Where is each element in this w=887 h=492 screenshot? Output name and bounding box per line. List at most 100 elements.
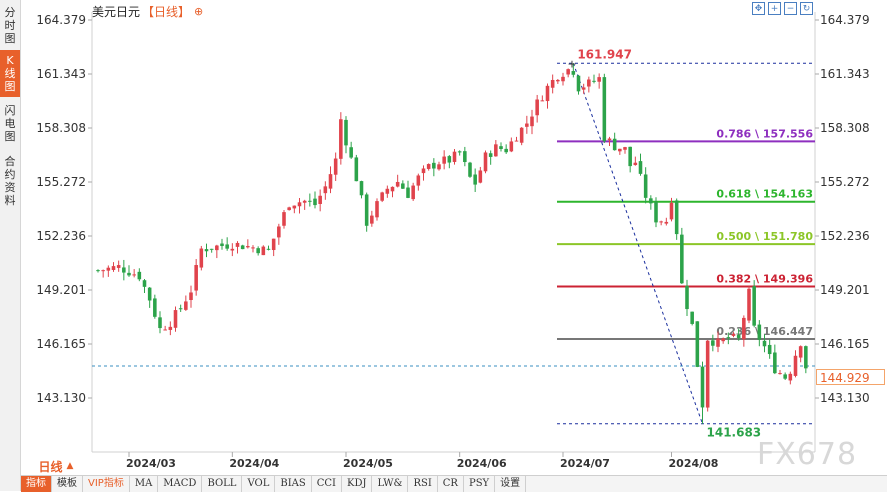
candle-body <box>602 77 607 142</box>
tab-flash-chart[interactable]: 闪电图 <box>0 100 20 147</box>
candle-body <box>545 85 550 102</box>
candle-body <box>401 183 405 189</box>
candle-body <box>240 245 245 250</box>
indicator-bar: 指标 模板 VIP指标 MA MACD BOLL VOL BIAS CCI KDJ LW& RSI CR… <box>21 475 887 492</box>
indicator-button-1[interactable]: 模板 <box>52 476 83 492</box>
candle-body <box>432 162 436 169</box>
y-tick-label-right: 146.165 <box>820 337 870 351</box>
indicator-button-13[interactable]: PSY <box>464 476 496 492</box>
candle-body <box>721 338 725 342</box>
candle-body <box>328 174 333 189</box>
candle-body <box>607 138 612 141</box>
candle-body <box>685 285 689 310</box>
candle-body <box>447 156 452 163</box>
candle-body <box>364 194 369 226</box>
candle-body <box>370 215 374 224</box>
candle-body <box>116 265 121 268</box>
candles <box>96 63 808 424</box>
y-tick-label-right: 149.201 <box>820 283 870 297</box>
candle-body <box>550 79 555 88</box>
indicator-button-2[interactable]: VIP指标 <box>83 476 130 492</box>
candle-body <box>158 317 162 329</box>
candle-body <box>153 298 157 317</box>
candle-body <box>463 151 467 163</box>
candle-body <box>421 168 426 174</box>
candle-body <box>592 80 596 82</box>
candle-body <box>127 272 131 276</box>
candle-body <box>142 280 147 287</box>
tab-time-chart[interactable]: 分时图 <box>0 2 20 49</box>
chart-grid <box>91 12 816 453</box>
candle-body <box>716 338 720 347</box>
refresh-icon[interactable]: ↻ <box>800 2 813 15</box>
candle-body <box>504 148 508 153</box>
candle-body <box>747 288 751 321</box>
candlestick-chart[interactable]: 164.379 161.343 158.308 155.272 152.236 149.2… <box>0 0 887 475</box>
candle-body <box>230 248 235 251</box>
fib-level-label: 0.786 \ 157.556 <box>716 127 813 140</box>
candle-body <box>354 157 359 182</box>
candle-body <box>535 99 539 116</box>
indicator-button-3[interactable]: MA <box>130 476 159 492</box>
x-tick-label: 2024/07 <box>560 457 610 470</box>
y-tick-label-left: 158.308 <box>36 121 86 135</box>
candle-body <box>519 127 524 143</box>
candle-body <box>457 151 462 153</box>
candle-body <box>96 270 100 272</box>
candle-body <box>380 192 384 201</box>
indicator-button-9[interactable]: KDJ <box>342 476 373 492</box>
indicator-button-11[interactable]: RSI <box>408 476 438 492</box>
candle-body <box>597 77 601 82</box>
candle-body <box>385 188 390 194</box>
indicator-button-8[interactable]: CCI <box>312 476 342 492</box>
tab-contract-info[interactable]: 合约资料 <box>0 150 20 212</box>
candle-body <box>256 248 260 254</box>
candle-body <box>122 267 126 273</box>
indicator-button-6[interactable]: VOL <box>242 476 276 492</box>
candle-body <box>163 329 167 331</box>
candle-body <box>669 202 674 220</box>
candle-body <box>111 266 116 270</box>
settings-icon[interactable]: ⊕ <box>194 5 204 18</box>
candle-body <box>773 352 777 374</box>
candle-body <box>566 69 570 75</box>
candle-body <box>494 144 498 157</box>
indicator-button-0[interactable]: 指标 <box>21 476 52 492</box>
fibonacci-levels: 0.786 \ 157.556 0.618 \ 154.163 0.500 \ 15… <box>92 62 815 425</box>
candle-body <box>783 374 787 379</box>
low-marker-label: 141.683 <box>707 426 762 440</box>
y-axis-right: 164.379 161.343 158.308 155.272 152.236 149.2… <box>815 13 870 405</box>
candle-body <box>509 141 514 152</box>
candle-body <box>757 324 762 340</box>
chevron-up-icon: ▲ <box>66 461 74 471</box>
indicator-button-10[interactable]: LW& <box>372 476 409 492</box>
move-icon[interactable]: ✥ <box>752 2 765 15</box>
candle-body <box>762 340 767 347</box>
candle-body <box>204 249 209 252</box>
indicator-button-14[interactable]: 设置 <box>495 476 527 492</box>
y-tick-label-left: 146.165 <box>36 337 86 351</box>
candle-body <box>323 186 328 194</box>
period-selector[interactable]: 日线 ▲ <box>21 457 91 475</box>
tab-k-line-chart[interactable]: K线图 <box>0 50 20 97</box>
y-tick-label-left: 161.343 <box>36 67 86 81</box>
zoom-in-icon[interactable]: + <box>768 2 781 15</box>
candle-body <box>199 248 204 268</box>
zoom-out-icon[interactable]: − <box>784 2 797 15</box>
candle-body <box>168 326 173 330</box>
candle-body <box>349 147 353 158</box>
indicator-button-5[interactable]: BOLL <box>202 476 243 492</box>
candle-body <box>215 245 219 251</box>
candle-body <box>189 292 193 301</box>
indicator-button-7[interactable]: BIAS <box>275 476 312 492</box>
candle-body <box>282 212 286 226</box>
symbol-name: 美元日元 <box>92 5 141 19</box>
indicator-button-12[interactable]: CR <box>438 476 464 492</box>
indicator-button-4[interactable]: MACD <box>158 476 203 492</box>
candle-body <box>530 116 534 127</box>
candle-body <box>173 310 178 328</box>
candle-body <box>339 119 343 159</box>
candle-body <box>483 152 488 172</box>
watermark-logo: FX678 <box>757 437 858 472</box>
candle-body <box>359 181 364 196</box>
